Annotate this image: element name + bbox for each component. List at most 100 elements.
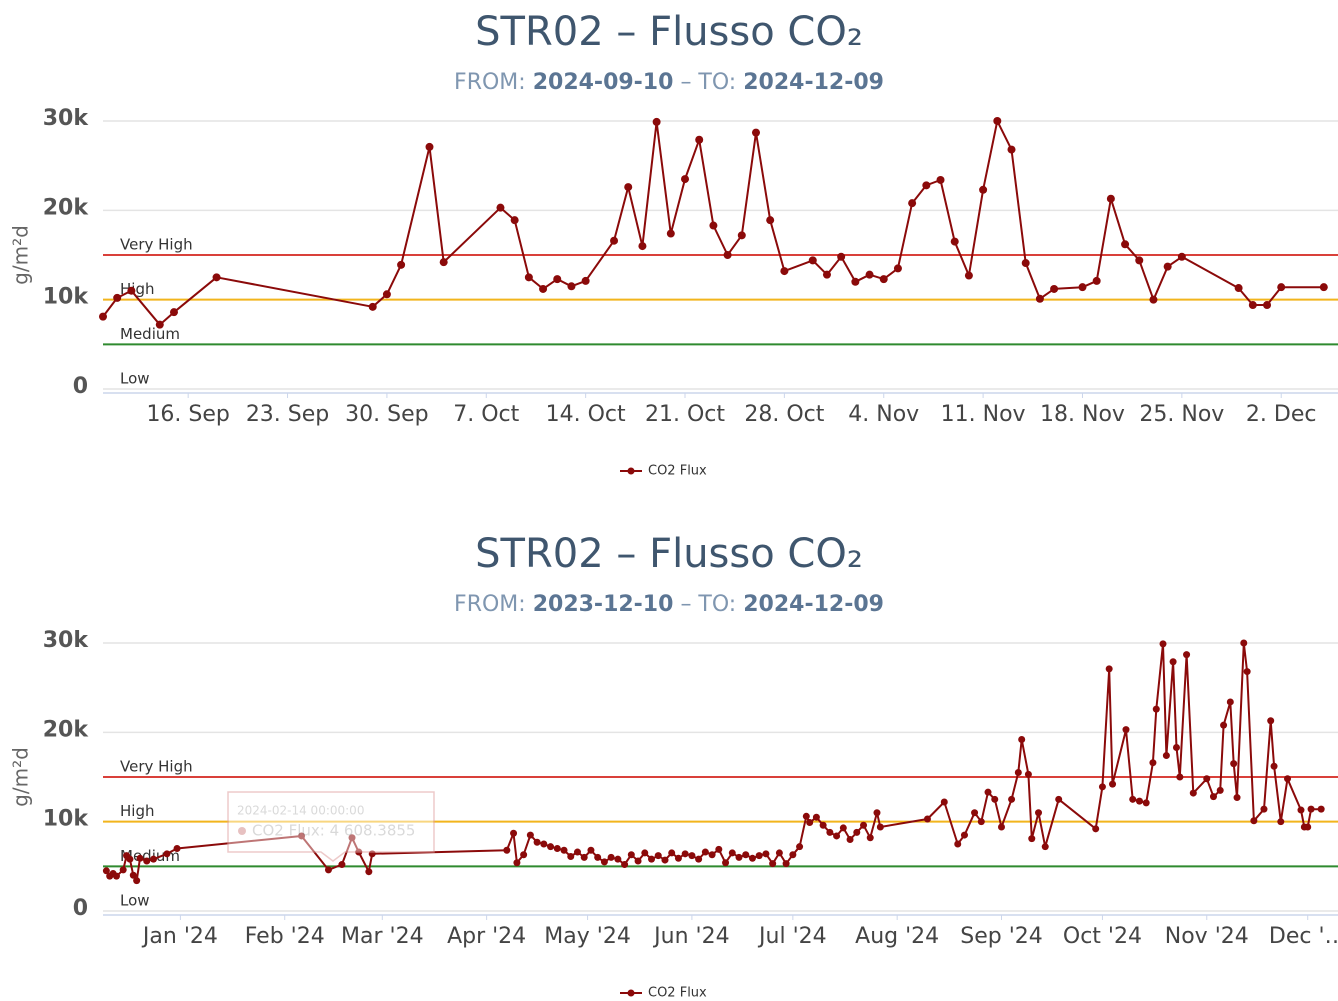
data-point [735,853,743,861]
data-point [984,788,992,796]
x-tick-label: 4. Nov [848,402,919,427]
data-point [540,840,548,848]
data-point [113,293,122,302]
data-point [496,203,505,212]
data-point [819,821,827,829]
data-point [1189,789,1197,797]
data-point [1092,276,1101,285]
data-point [627,851,635,859]
tooltip-symbol [238,827,246,835]
x-tick-label: Sep '24 [960,924,1043,949]
data-point [652,117,661,126]
data-point [614,855,622,863]
data-point [826,828,834,836]
data-point [641,849,649,857]
data-point [837,252,846,261]
data-point [425,142,434,151]
data-point [701,848,709,856]
data-point [324,866,332,874]
data-point [368,302,377,311]
data-point [1024,770,1032,778]
data-point [1142,799,1150,807]
data-point [1248,301,1257,310]
data-point [1162,752,1170,760]
data-point [1163,262,1172,271]
data-point [638,242,647,251]
data-point [960,831,968,839]
data-point [397,260,406,269]
x-tick-label: Jun '24 [652,924,729,949]
x-tick-label: 7. Oct [453,402,519,427]
data-point [668,849,676,857]
data-point [1277,283,1286,292]
data-point [808,256,817,265]
data-point [879,275,888,284]
x-tick-label: Dec '… [1269,924,1338,949]
data-point [709,221,718,230]
tooltip-header: 2024-02-14 00:00:00 [237,804,364,818]
data-point [873,809,881,817]
data-point [553,844,561,852]
data-point [950,237,959,246]
data-point [723,251,732,259]
data-point [1234,284,1243,293]
data-point [149,855,157,863]
data-point [510,216,519,225]
data-point [1018,735,1026,743]
data-point [1129,795,1137,803]
data-point [940,798,948,806]
data-point [503,846,511,854]
data-point [1183,651,1191,659]
data-point [971,809,979,817]
data-point [1172,744,1180,752]
x-tick-label: Jul '24 [757,924,827,949]
data-point [851,277,860,286]
x-tick-label: 18. Nov [1040,402,1125,427]
legend-label[interactable]: CO2 Flux [648,464,707,479]
chart-title: STR02 – Flusso CO₂ [475,531,863,577]
data-point [728,849,736,857]
data-point [127,286,136,295]
data-point [708,851,716,859]
data-point [681,175,690,184]
data-point [634,857,642,865]
data-point [621,861,629,869]
data-point [1233,794,1241,802]
x-tick-label: 14. Oct [546,402,626,427]
data-point [1304,823,1312,831]
data-point [581,276,590,285]
data-point [681,850,689,858]
data-point [769,860,777,868]
y-axis-title: g/m²d [9,747,33,807]
data-point [594,853,602,861]
data-point [654,852,662,860]
data-point [136,854,144,862]
data-point [1106,194,1115,203]
data-point [802,812,810,820]
data-point [1041,843,1049,851]
y-tick-label: 0 [73,896,88,921]
data-point [1149,759,1157,767]
subtitle-from: 2023-12-10 [533,592,674,617]
legend-symbol [627,467,635,475]
data-point [737,231,746,240]
x-tick-label: 11. Nov [941,402,1026,427]
data-point [338,861,346,869]
data-point [587,846,595,854]
data-point [547,843,555,851]
data-point [1122,726,1130,734]
data-point [742,851,750,859]
data-point [439,258,448,267]
data-point [674,854,682,862]
tooltip: 2024-02-14 00:00:00 CO2 Flux: 4 608.3855 [227,791,435,862]
data-point [173,844,181,852]
data-point [560,846,568,854]
subtitle-from-label: FROM: [454,592,526,617]
data-point [155,320,164,329]
data-point [865,270,874,279]
data-point [119,866,127,874]
data-point [1092,825,1100,833]
data-point [780,267,789,276]
legend-label[interactable]: CO2 Flux [648,986,707,1001]
threshold-label: Medium [120,325,180,343]
